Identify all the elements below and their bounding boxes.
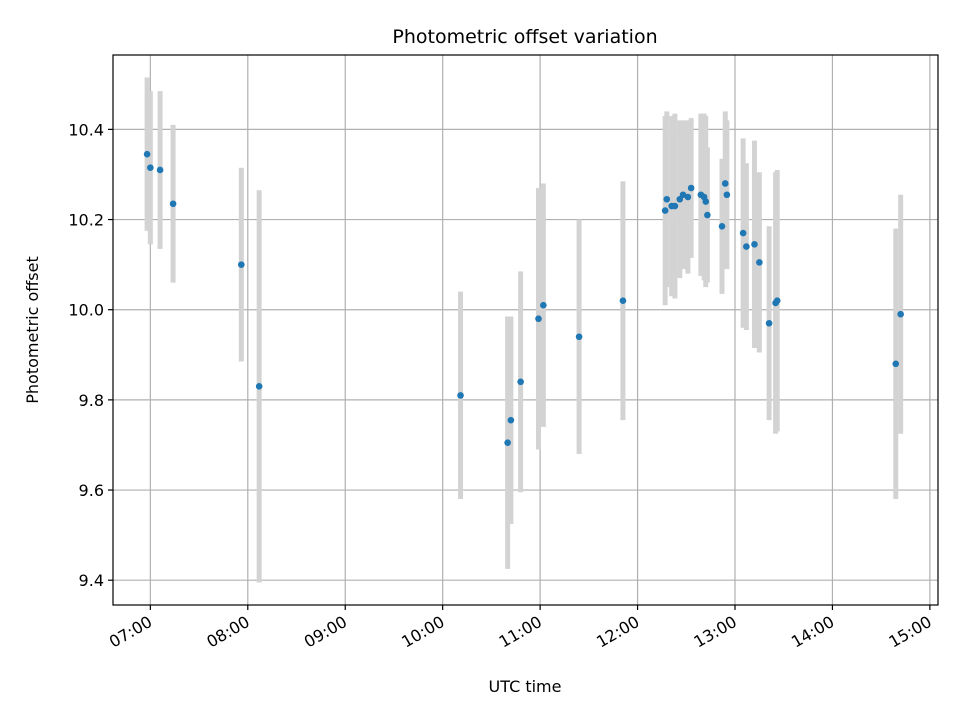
data-point: [147, 164, 154, 172]
data-point: [255, 383, 263, 390]
data-points: [143, 150, 904, 447]
data-point: [169, 200, 177, 208]
chart-title: Photometric offset variation: [392, 26, 657, 48]
data-point: [661, 207, 669, 214]
data-point: [540, 301, 547, 309]
data-point: [156, 166, 164, 174]
y-tick-label: 9.6: [79, 481, 104, 500]
data-point: [535, 315, 542, 323]
data-point: [671, 202, 679, 210]
data-point: [739, 229, 747, 237]
data-point: [702, 198, 710, 205]
data-point: [743, 243, 750, 250]
x-axis-label: UTC time: [489, 677, 562, 696]
data-point: [718, 223, 726, 230]
data-point: [684, 193, 692, 201]
plot-frame: [112, 54, 939, 606]
data-point: [143, 150, 151, 158]
y-tick-label: 9.8: [79, 391, 104, 410]
data-point: [663, 195, 671, 203]
data-point: [507, 416, 515, 424]
data-point: [704, 211, 711, 219]
data-point: [619, 297, 627, 304]
y-axis-label: Photometric offset: [23, 256, 42, 404]
data-point: [892, 360, 900, 368]
data-point: [457, 392, 464, 399]
data-point: [723, 191, 731, 199]
y-axis-ticks: 9.4 9.6 9.8 10.0 10.2 10.4: [68, 120, 113, 590]
data-point: [773, 297, 781, 304]
data-point: [687, 184, 695, 192]
data-point: [897, 310, 904, 318]
data-point: [765, 319, 773, 327]
data-point: [504, 439, 511, 447]
data-point: [751, 241, 758, 248]
y-tick-label: 10.2: [68, 211, 104, 230]
data-point: [721, 180, 729, 187]
y-tick-label: 10.4: [68, 120, 104, 139]
grid: [113, 55, 938, 605]
data-point: [575, 333, 583, 341]
y-tick-label: 10.0: [68, 301, 104, 320]
data-point: [237, 261, 245, 268]
y-tick-label: 9.4: [79, 571, 104, 590]
data-point: [517, 378, 524, 386]
data-point: [756, 259, 763, 266]
